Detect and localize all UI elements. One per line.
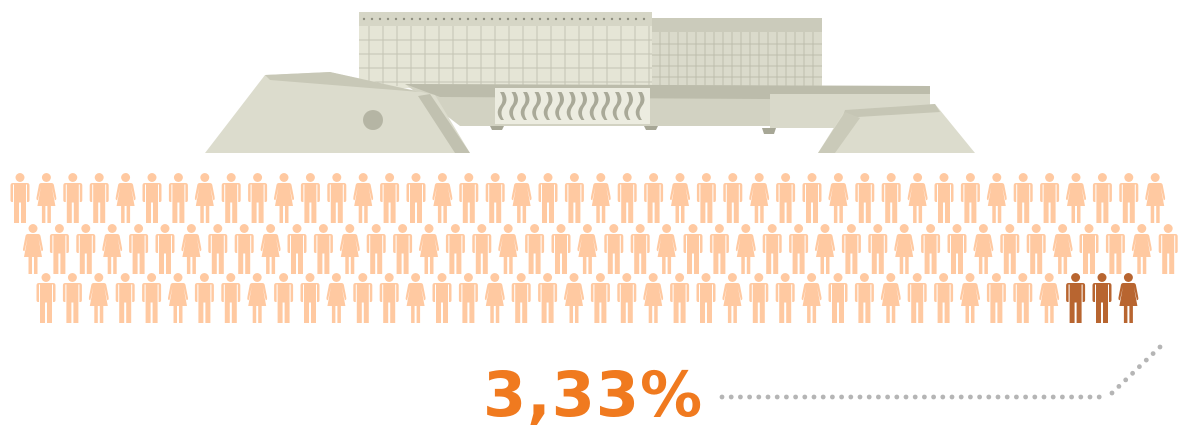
percentage-label: 3,33% [483, 358, 704, 427]
parliament-building-icon [205, 12, 975, 153]
